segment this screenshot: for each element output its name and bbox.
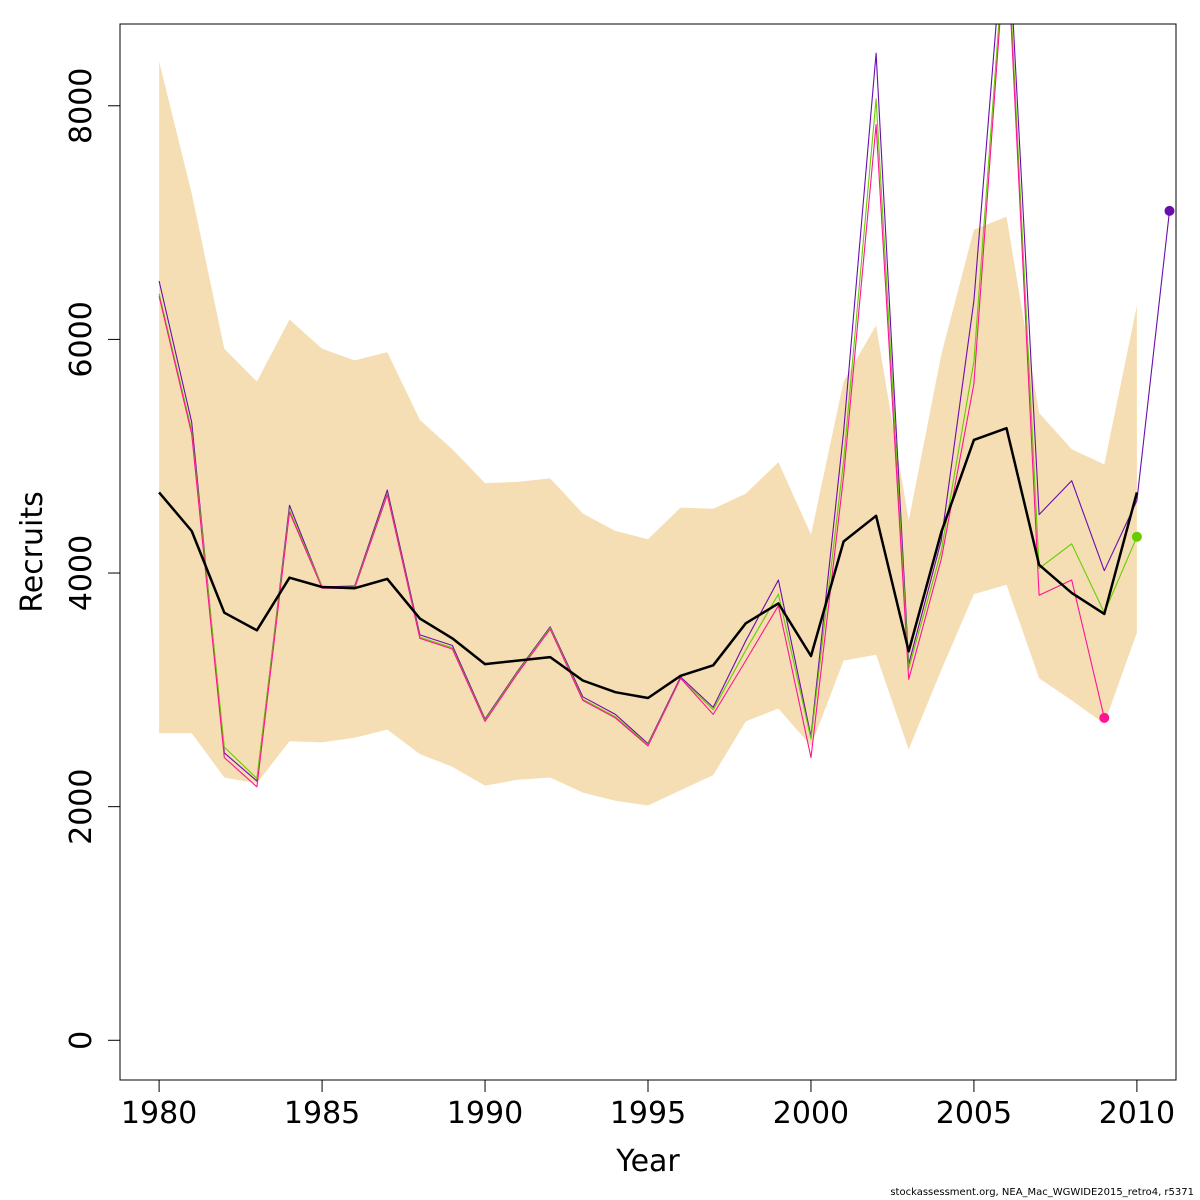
- footnote: stockassessment.org, NEA_Mac_WGWIDE2015_…: [890, 1187, 1194, 1198]
- confidence-band-layer: [159, 61, 1137, 806]
- y-tick-label: 8000: [64, 68, 99, 144]
- x-tick-label: 1995: [610, 1096, 686, 1131]
- y-tick-label: 6000: [64, 301, 99, 377]
- y-axis-title: Recruits: [15, 491, 50, 613]
- x-tick-label: 2005: [936, 1096, 1012, 1131]
- x-tick-label: 1985: [284, 1096, 360, 1131]
- series-line-4: [158, 24, 1105, 788]
- series-endpoint-2: [1164, 205, 1175, 216]
- x-tick-label: 1990: [447, 1096, 523, 1131]
- series-layer: [158, 24, 1175, 788]
- x-tick-label: 2010: [1099, 1096, 1175, 1131]
- y-tick-label: 4000: [64, 535, 99, 611]
- series-endpoint-3: [1131, 531, 1142, 542]
- series-endpoint-4: [1099, 712, 1110, 723]
- x-axis-title: Year: [615, 1144, 680, 1179]
- x-tick-label: 1980: [121, 1096, 197, 1131]
- y-tick-label: 2000: [64, 769, 99, 845]
- x-tick-label: 2000: [773, 1096, 849, 1131]
- series-line-1: [158, 426, 1139, 700]
- confidence-band: [159, 61, 1137, 806]
- x-axis: 1980 1985 1990 1995 2000 2005 2010: [121, 1079, 1175, 1131]
- y-axis: 0 2000 4000 6000 8000: [64, 68, 121, 1050]
- y-tick-label: 0: [64, 1031, 99, 1050]
